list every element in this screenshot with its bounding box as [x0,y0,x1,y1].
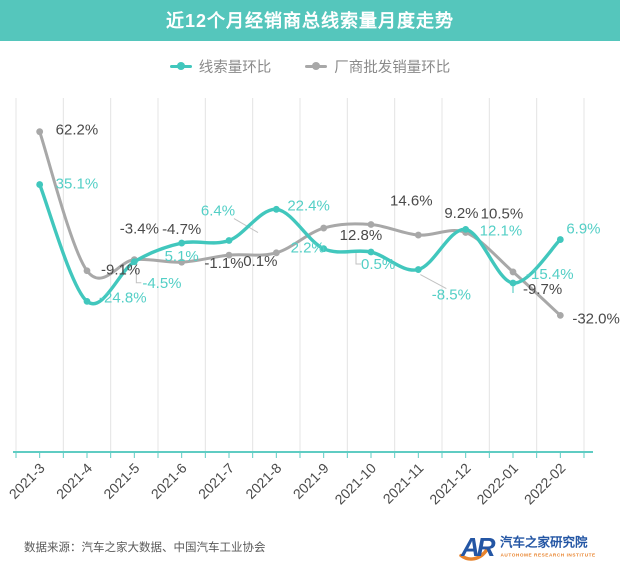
data-point[interactable] [272,249,280,257]
data-label: -24.8% [99,290,147,307]
label-leader-line [233,218,259,234]
x-axis-label: 2022-01 [473,460,521,508]
data-point[interactable] [509,279,517,287]
data-label: -1.1% [204,255,243,272]
data-label: -8.5% [432,287,471,304]
x-axis-label: 2021-6 [148,460,190,502]
data-label: 35.1% [56,176,99,193]
data-point[interactable] [178,258,186,266]
legend-item-leads[interactable]: 线索量环比 [169,56,272,77]
chart-legend: 线索量环比 厂商批发销量环比 [0,41,620,92]
data-point[interactable] [367,248,375,256]
data-label: 62.2% [56,122,99,139]
legend-marker-wholesale-icon [305,62,328,71]
logo-swoosh-icon [459,547,489,561]
data-point[interactable] [225,251,233,259]
data-point[interactable] [556,312,564,319]
data-label: 5.1% [165,248,199,265]
data-point[interactable] [320,245,328,253]
logo-name-cn: 汽车之家研究院 [500,534,588,549]
data-label: -32.0% [572,311,620,328]
data-point[interactable] [83,298,91,305]
data-label: 14.6% [390,193,433,210]
data-point[interactable] [414,266,422,274]
data-point[interactable] [83,267,91,275]
data-label: 12.8% [340,227,383,244]
x-axis-label: 2021-5 [100,460,142,502]
brand-logo: AR 汽车之家研究院 AUTOHOME RESEARCH INSTITUTE [459,532,596,562]
data-label: -3.4% [120,221,159,238]
legend-marker-leads-icon [169,62,192,71]
data-label: 0.1% [243,253,277,270]
data-point[interactable] [130,258,138,266]
data-label: -9.7% [523,281,562,298]
data-label: -4.5% [142,275,181,292]
x-axis-label: 2021-11 [380,460,427,507]
x-axis-label: 2021-8 [242,460,284,502]
data-label: 12.1% [480,223,523,240]
data-point[interactable] [272,206,280,213]
x-axis-label: 2021-10 [331,460,379,508]
data-point[interactable] [556,236,564,244]
logo-name-en: AUTOHOME RESEARCH INSTITUTE [501,552,596,557]
data-source: 数据来源：汽车之家大数据、中国汽车工业协会 [24,541,266,554]
label-leader-line [135,267,142,284]
x-axis-label: 2022-02 [521,460,569,508]
data-point[interactable] [414,231,422,239]
data-label: 10.5% [481,206,524,223]
label-leader-line [420,274,447,290]
x-axis-label: 2021-9 [290,460,332,502]
x-axis-label: 2021-12 [426,460,474,508]
legend-item-wholesale[interactable]: 厂商批发销量环比 [305,56,450,77]
data-point[interactable] [320,224,328,232]
series-line-leads [37,183,563,306]
x-axis-label: 2021-7 [195,460,237,502]
data-label: -4.7% [162,221,201,238]
data-point[interactable] [36,128,44,136]
data-point[interactable] [462,226,470,233]
data-label: 22.4% [287,197,330,214]
logo-monogram: AR [460,532,496,562]
data-label: 6.9% [566,221,600,238]
data-label: 0.5% [361,256,395,273]
legend-label-leads: 线索量环比 [198,59,272,76]
chart-title: 近12个月经销商总线索量月度走势 [165,11,455,32]
footer: 数据来源：汽车之家大数据、中国汽车工业协会 AR 汽车之家研究院 AUTOHOM… [0,527,620,570]
title-bar: 近12个月经销商总线索量月度走势 [0,0,620,41]
data-label: 2.2% [291,240,325,257]
x-axis-label: 2021-4 [53,460,95,502]
data-label: -15.4% [526,266,574,283]
label-leader-line [355,250,361,265]
data-point[interactable] [367,221,375,229]
legend-label-wholesale: 厂商批发销量环比 [334,59,451,76]
data-label: 6.4% [201,203,235,220]
data-point[interactable] [225,237,233,245]
trend-line-chart: 2021-3 2021-4 2021-5 2021-6 2021-7 2021-8 2021… [6,98,620,508]
data-point[interactable] [36,181,44,189]
data-label: -9.1% [101,262,140,279]
x-axis-label: 2021-3 [6,460,48,502]
data-point[interactable] [509,268,517,276]
data-point[interactable] [178,239,186,247]
data-label: 9.2% [444,205,478,222]
